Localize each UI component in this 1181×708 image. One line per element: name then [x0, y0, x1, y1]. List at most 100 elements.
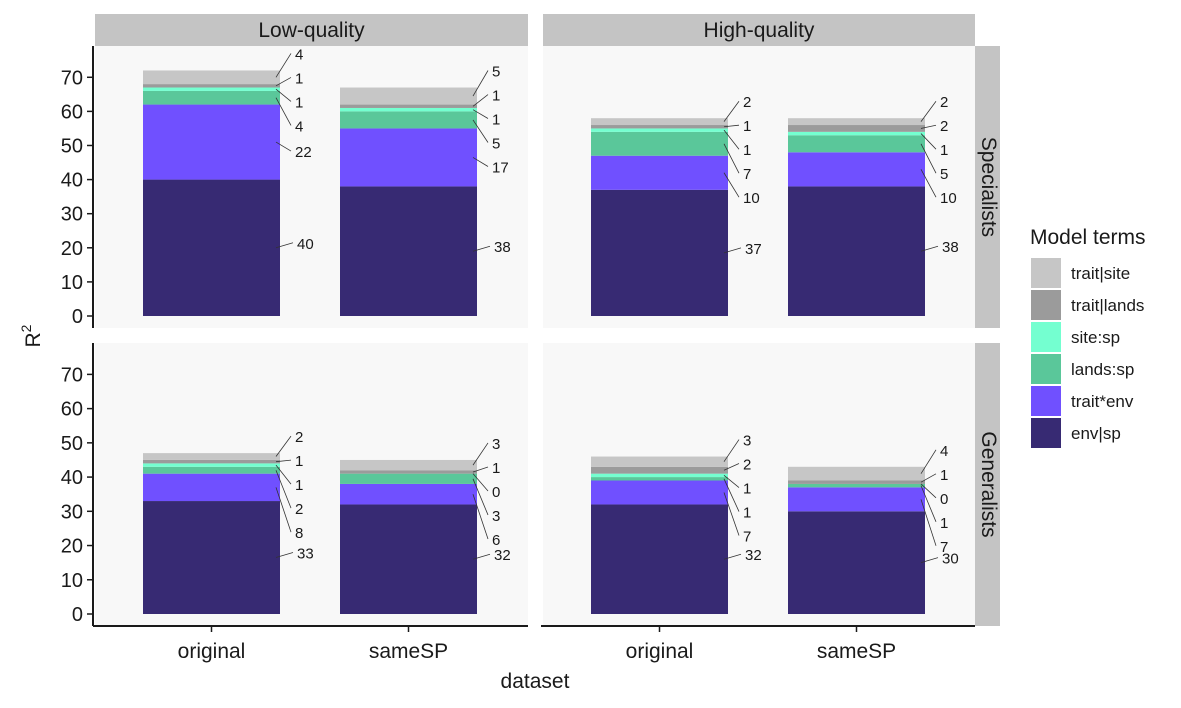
bar-segment-trait-lands [340, 470, 477, 474]
leader-line [472, 245, 491, 252]
leader-line [723, 553, 742, 560]
facet-strip-label: Low-quality [258, 19, 365, 42]
leader-line [920, 100, 937, 122]
bar-segment-trait-site [340, 459, 477, 471]
y-tick-label: 10 [61, 570, 83, 592]
y-tick-label: 60 [61, 399, 83, 421]
data-label: 38 [494, 239, 511, 256]
x-axis-title: dataset [501, 670, 570, 693]
leader-line [472, 157, 489, 167]
y-tick-label: 30 [61, 501, 83, 523]
bar-segment-trait-lands [143, 84, 280, 88]
facet-strip-label: Specialists [977, 137, 1000, 237]
legend-label: site:sp [1071, 328, 1120, 347]
bar-segment-site-sp [788, 131, 925, 136]
bar-segment-trait-lands [788, 125, 925, 132]
data-label: 2 [743, 457, 751, 474]
data-label: 0 [940, 491, 948, 508]
facet-strip-low [95, 14, 528, 46]
y-tick-label: 60 [61, 101, 83, 123]
bar-segment-lands-sp [143, 90, 280, 105]
leader-line [723, 492, 740, 536]
leader-line [472, 553, 491, 560]
legend-swatch [1031, 418, 1061, 448]
bar-segment-trait-site [143, 70, 280, 85]
leader-line [920, 133, 937, 150]
data-label: 4 [295, 46, 303, 63]
data-label: 2 [295, 501, 303, 518]
data-label: 1 [492, 88, 500, 105]
y-tick-label: 70 [61, 67, 83, 89]
leader-line [920, 169, 937, 198]
x-tick-label: original [178, 640, 246, 663]
leader-line [275, 470, 292, 509]
legend-swatch [1031, 258, 1061, 288]
bar-segment-lands-sp [340, 111, 477, 129]
leader-line [920, 473, 937, 483]
leader-line [723, 100, 740, 122]
leader-line [275, 97, 292, 126]
leader-line [920, 143, 937, 174]
y-tick-label: 50 [61, 135, 83, 157]
data-label: 1 [295, 477, 303, 494]
leader-line [472, 94, 489, 107]
data-label: 1 [940, 515, 948, 532]
y-tick-label: 40 [61, 170, 83, 192]
leader-line [472, 478, 489, 516]
facet-strip-specialists [975, 46, 1000, 328]
leader-line [275, 435, 292, 457]
data-label: 7 [940, 539, 948, 556]
bar-segment-trait-site [788, 118, 925, 126]
legend-label: trait|site [1071, 264, 1130, 283]
leader-line [275, 242, 294, 249]
leader-line [920, 485, 937, 522]
y-tick-label: 70 [61, 364, 83, 386]
bar-segment-trait-site [340, 87, 477, 105]
data-label: 5 [940, 166, 948, 183]
data-label: 2 [743, 94, 751, 111]
leader-line [723, 463, 740, 471]
y-tick-label: 20 [61, 536, 83, 558]
y-tick-label: 50 [61, 433, 83, 455]
bar-segment-trait-lands [591, 125, 728, 129]
bar-segment-trait-env [788, 152, 925, 187]
y-tick-label: 0 [72, 306, 83, 328]
data-label: 32 [745, 547, 762, 564]
data-label: 4 [940, 443, 948, 460]
leader-line [275, 459, 292, 463]
facet-strip-generalists [975, 343, 1000, 626]
bar-segment-env-sp [591, 504, 728, 614]
leader-line [472, 494, 489, 540]
bar-segment-trait-lands [591, 466, 728, 474]
facet-strip-label: High-quality [704, 19, 815, 42]
data-label: 10 [743, 190, 760, 207]
data-label: 1 [492, 112, 500, 129]
leader-line [472, 119, 489, 143]
x-tick-label: sameSP [817, 640, 896, 663]
data-label: 7 [743, 166, 751, 183]
data-label: 0 [492, 484, 500, 501]
data-label: 3 [492, 436, 500, 453]
data-label: 38 [942, 239, 959, 256]
y-tick-label: 10 [61, 272, 83, 294]
legend-swatch [1031, 354, 1061, 384]
data-label: 30 [942, 551, 959, 568]
data-label: 1 [743, 505, 751, 522]
bar-segment-lands-sp [591, 477, 728, 481]
leader-line [723, 143, 740, 174]
leader-line [275, 487, 292, 533]
leader-line [723, 129, 740, 150]
leader-line [920, 557, 939, 564]
leader-line [472, 473, 489, 492]
bar-segment-env-sp [591, 189, 728, 316]
leader-line [472, 109, 489, 119]
leader-line [723, 475, 740, 488]
data-label: 32 [494, 547, 511, 564]
leader-line [920, 449, 937, 474]
data-label: 1 [295, 70, 303, 87]
leader-line [723, 247, 742, 254]
facet-strip-label: Generalists [977, 431, 1000, 537]
data-label: 33 [297, 546, 314, 563]
data-label: 7 [743, 529, 751, 546]
